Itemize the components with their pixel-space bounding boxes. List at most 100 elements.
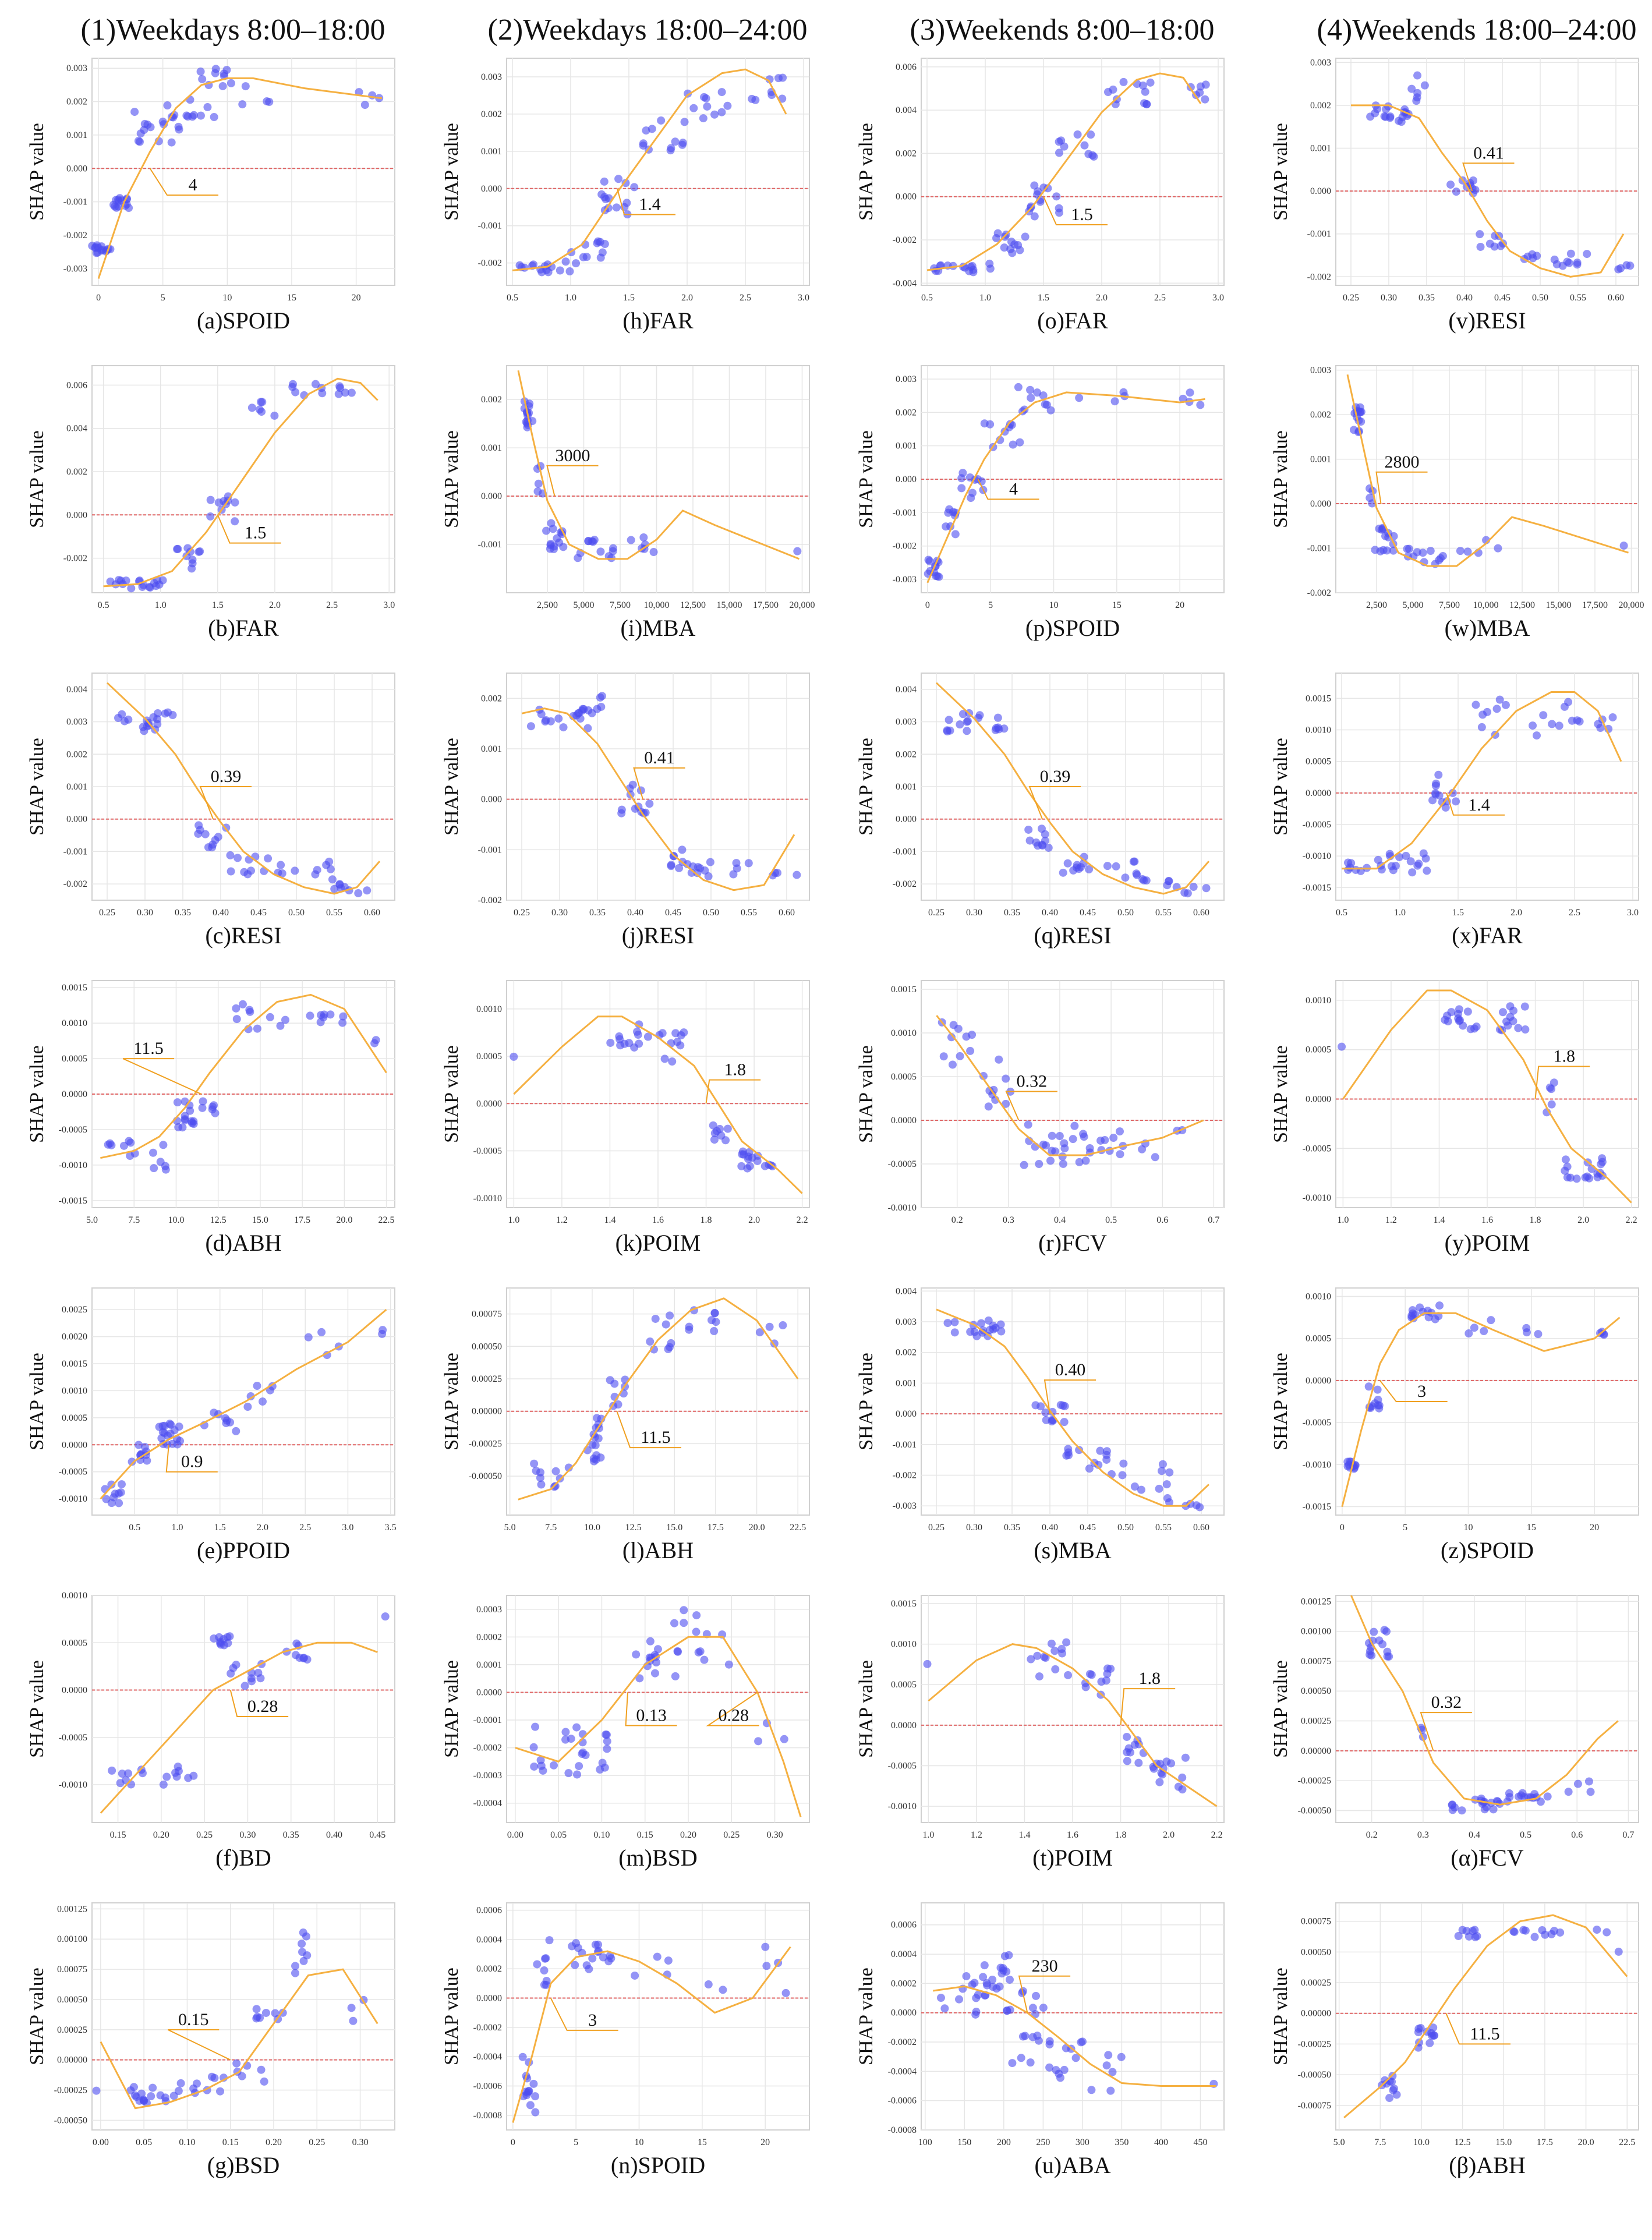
data-point — [1157, 1467, 1166, 1475]
data-point — [596, 547, 605, 556]
panel-22: 1.0 1.2 1.4 1.6 1.8 2.0 2.2 -0.0010 -0.0005 0.000… — [855, 1595, 1225, 1871]
data-point — [240, 1682, 249, 1690]
data-point — [1102, 2061, 1111, 2070]
x-tick-label: 0.30 — [966, 1523, 982, 1533]
y-tick-label: 0.0000 — [891, 1721, 917, 1731]
data-point — [1052, 192, 1061, 201]
data-point — [1138, 81, 1147, 90]
y-axis-label: SHAP value — [1270, 1045, 1292, 1143]
x-tick-label: 5.0 — [86, 1215, 98, 1225]
data-point — [661, 1320, 670, 1329]
data-point — [680, 1606, 688, 1615]
data-point — [529, 1743, 538, 1751]
data-point — [125, 204, 133, 213]
data-point — [773, 869, 782, 877]
y-tick-label: 0.0004 — [891, 1949, 917, 1959]
y-tick-label: -0.001 — [893, 1440, 917, 1450]
fitted-trend-line — [513, 1015, 803, 1194]
data-point — [1380, 1626, 1389, 1634]
data-point — [579, 253, 588, 261]
data-point — [710, 1129, 719, 1138]
data-point — [1026, 385, 1035, 394]
data-point — [1070, 1121, 1079, 1130]
data-point — [355, 88, 363, 97]
x-tick-label: 0.5 — [1520, 1830, 1531, 1840]
y-tick-label: 0.0020 — [62, 1332, 87, 1342]
y-tick-label: 0.0006 — [891, 1920, 917, 1930]
threshold-2-leader-line — [706, 1691, 759, 1726]
data-point — [923, 1659, 932, 1668]
x-tick-label: 0.35 — [589, 908, 606, 918]
data-point — [1018, 1988, 1027, 1997]
x-tick-label: 0.15 — [637, 1830, 653, 1840]
data-point — [1530, 1933, 1539, 1941]
data-point — [1035, 1160, 1043, 1169]
data-point — [118, 710, 126, 719]
x-tick-label: 0.40 — [1456, 293, 1473, 303]
data-point — [170, 1426, 179, 1435]
data-point — [1021, 232, 1030, 241]
x-tick-label: 0.25 — [723, 1830, 740, 1840]
data-point — [206, 512, 215, 521]
data-point — [515, 261, 524, 270]
data-point — [793, 870, 801, 879]
data-point — [643, 1032, 652, 1041]
data-point — [1123, 1732, 1131, 1741]
y-tick-label: -0.00050 — [54, 2115, 87, 2125]
data-point — [1593, 1926, 1601, 1934]
data-point — [540, 1966, 549, 1975]
data-point — [729, 870, 738, 879]
x-tick-label: 0.5 — [1105, 1215, 1117, 1225]
plot-area — [1335, 1287, 1639, 1516]
y-tick-label: 0.0000 — [1306, 788, 1331, 798]
data-point — [1048, 1417, 1056, 1426]
y-axis-label: SHAP value — [1270, 738, 1292, 836]
y-tick-label: 0.001 — [66, 782, 87, 792]
data-point — [1487, 1316, 1495, 1325]
data-point — [1085, 865, 1094, 873]
x-tick-label: 0 — [1340, 1523, 1345, 1533]
threshold-leader-line — [1028, 786, 1081, 820]
data-point — [568, 1942, 576, 1951]
x-tick-label: 0.45 — [665, 908, 681, 918]
threshold-label: 0.41 — [644, 748, 675, 767]
y-tick-label: -0.0001 — [473, 1715, 502, 1725]
data-point — [1016, 438, 1024, 447]
data-point — [525, 399, 534, 408]
data-point — [298, 1948, 307, 1956]
y-tick-label: 0.0010 — [1306, 996, 1331, 1006]
data-point — [1165, 1468, 1174, 1477]
data-point — [1614, 1947, 1623, 1956]
data-point — [91, 243, 100, 252]
y-tick-label: 0.004 — [66, 424, 87, 434]
data-point — [634, 1030, 642, 1039]
x-tick-label: 0.3 — [1417, 1830, 1429, 1840]
y-tick-label: 0.00075 — [1301, 1657, 1331, 1666]
data-point — [1377, 865, 1386, 874]
data-point — [1366, 112, 1375, 121]
y-tick-label: -0.002 — [63, 554, 87, 564]
data-point — [1539, 711, 1548, 720]
data-point — [664, 1344, 673, 1353]
data-point — [1413, 93, 1421, 102]
data-point — [1471, 700, 1480, 709]
data-point — [378, 1326, 387, 1335]
x-tick-label: 0.2 — [1366, 1830, 1378, 1840]
data-point — [188, 564, 196, 573]
x-tick-label: 12.5 — [1455, 2138, 1471, 2147]
x-tick-label: 0.6 — [1156, 1215, 1168, 1225]
y-tick-label: 0.0000 — [1306, 1094, 1331, 1104]
x-tick-label: 2.5 — [740, 293, 751, 303]
x-tick-label: 12,500 — [680, 600, 706, 610]
data-point — [298, 1940, 306, 1948]
data-point — [1402, 851, 1410, 860]
data-point — [692, 1611, 701, 1620]
data-point — [174, 2087, 183, 2096]
data-point — [615, 1032, 624, 1041]
data-point — [572, 1723, 581, 1732]
data-point — [997, 1327, 1006, 1336]
x-tick-label: 0.55 — [1570, 293, 1586, 303]
threshold-leader-line — [1445, 2013, 1510, 2045]
fitted-trend-line — [928, 1643, 1218, 1807]
y-tick-label: 0.0005 — [1306, 1045, 1331, 1055]
